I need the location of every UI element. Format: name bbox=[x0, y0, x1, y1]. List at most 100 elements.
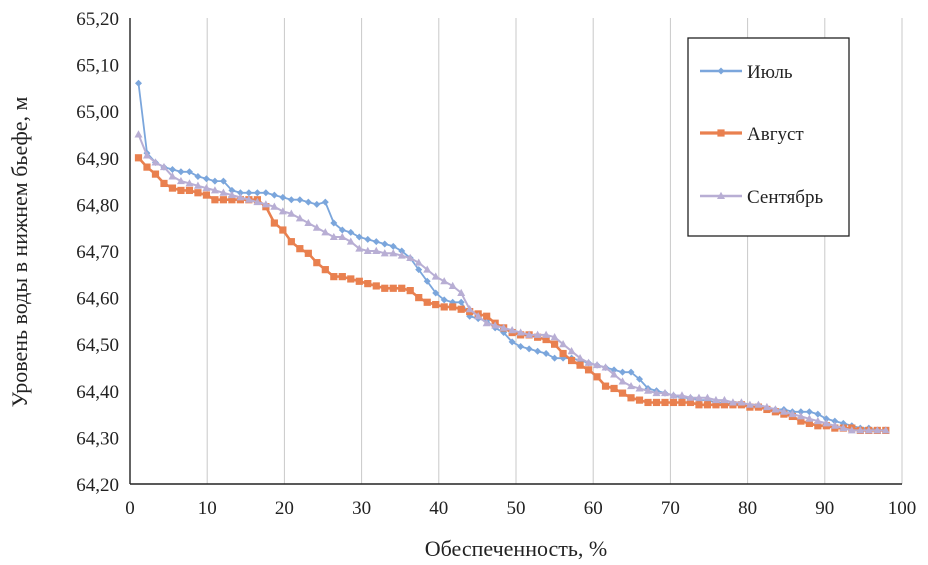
legend-label: Сентябрь bbox=[747, 187, 823, 208]
data-point bbox=[185, 179, 194, 187]
data-point bbox=[134, 79, 142, 87]
data-point bbox=[610, 370, 619, 378]
data-point bbox=[270, 219, 278, 227]
data-point bbox=[474, 312, 483, 320]
data-point bbox=[559, 349, 567, 358]
legend-marker bbox=[717, 67, 725, 75]
data-point bbox=[287, 238, 295, 246]
data-point bbox=[873, 426, 882, 434]
data-point bbox=[415, 294, 423, 302]
data-point bbox=[364, 280, 372, 288]
data-point bbox=[847, 426, 856, 434]
data-point bbox=[236, 193, 245, 201]
data-point bbox=[465, 305, 474, 313]
data-point bbox=[754, 400, 763, 408]
data-point bbox=[669, 391, 678, 399]
data-point bbox=[652, 398, 661, 407]
data-point bbox=[142, 151, 151, 159]
data-point bbox=[398, 284, 406, 292]
data-point bbox=[762, 402, 771, 411]
data-point bbox=[398, 247, 406, 255]
y-axis-title: Уровень воды в нижнем бьефе, м bbox=[7, 97, 32, 408]
data-point bbox=[567, 356, 576, 365]
vertical-gridlines bbox=[206, 18, 903, 484]
data-point bbox=[431, 272, 440, 280]
data-point bbox=[618, 389, 627, 397]
x-tick-label: 20 bbox=[275, 498, 294, 519]
data-point bbox=[482, 319, 491, 327]
y-tick-label: 64,60 bbox=[76, 289, 119, 310]
data-point bbox=[864, 426, 873, 434]
data-point bbox=[635, 396, 644, 404]
data-point bbox=[517, 343, 525, 351]
data-point bbox=[525, 345, 533, 353]
data-point bbox=[338, 232, 347, 241]
data-point bbox=[814, 410, 822, 418]
y-tick-label: 64,30 bbox=[76, 428, 119, 449]
data-point bbox=[542, 335, 550, 344]
y-tick-label: 64,40 bbox=[76, 382, 119, 403]
data-point bbox=[219, 196, 228, 204]
data-point bbox=[779, 407, 788, 415]
y-tick-label: 65,00 bbox=[76, 102, 119, 123]
data-point bbox=[508, 338, 516, 346]
y-tick-label: 64,50 bbox=[76, 335, 119, 356]
data-point bbox=[355, 233, 363, 241]
data-point bbox=[321, 198, 329, 206]
x-tick-label: 100 bbox=[888, 498, 917, 519]
data-point bbox=[703, 393, 712, 401]
data-point bbox=[151, 158, 160, 166]
data-point bbox=[839, 423, 848, 432]
data-point bbox=[584, 366, 593, 374]
data-point bbox=[805, 408, 813, 416]
data-point bbox=[830, 421, 839, 429]
data-point bbox=[347, 228, 355, 236]
data-point bbox=[364, 235, 372, 243]
x-tick-labels: 0 10 20 30 40 50 60 70 80 90 100 bbox=[125, 498, 916, 519]
data-point bbox=[644, 398, 652, 407]
legend-label: Август bbox=[747, 124, 804, 145]
data-point bbox=[329, 232, 338, 241]
data-point bbox=[270, 202, 279, 210]
data-point bbox=[745, 400, 754, 408]
data-point bbox=[737, 398, 746, 406]
x-tick-label: 60 bbox=[584, 498, 603, 519]
data-point bbox=[652, 388, 661, 397]
data-point bbox=[601, 382, 610, 390]
data-point bbox=[338, 273, 346, 281]
data-point bbox=[330, 219, 338, 227]
data-point bbox=[423, 298, 431, 306]
data-point bbox=[440, 296, 448, 304]
data-point bbox=[797, 408, 805, 416]
data-point bbox=[508, 326, 517, 334]
data-point bbox=[720, 395, 729, 404]
data-point bbox=[372, 246, 381, 254]
x-tick-label: 50 bbox=[507, 498, 526, 519]
data-point bbox=[304, 198, 312, 206]
data-point bbox=[788, 409, 797, 418]
data-point bbox=[211, 196, 219, 204]
x-tick-label: 80 bbox=[738, 498, 757, 519]
data-point bbox=[728, 398, 737, 406]
data-point bbox=[287, 196, 295, 204]
legend: Июль Август Сентябрь bbox=[687, 37, 850, 237]
data-point bbox=[228, 186, 236, 194]
data-point bbox=[389, 242, 397, 250]
data-point bbox=[313, 200, 321, 208]
data-point bbox=[406, 287, 414, 295]
data-point bbox=[185, 186, 194, 195]
data-point bbox=[355, 277, 363, 285]
data-point bbox=[661, 398, 669, 407]
series-lines bbox=[134, 79, 890, 435]
data-point bbox=[542, 330, 551, 338]
data-point bbox=[584, 358, 593, 366]
data-point bbox=[219, 177, 227, 185]
x-tick-label: 10 bbox=[198, 498, 217, 519]
y-tick-labels: 64,20 64,30 64,40 64,50 64,60 64,70 64,80 64,90… bbox=[76, 9, 119, 496]
y-tick-label: 64,20 bbox=[76, 475, 119, 496]
data-point bbox=[134, 130, 143, 138]
data-point bbox=[432, 289, 440, 297]
data-point bbox=[619, 368, 627, 376]
data-point bbox=[627, 368, 635, 376]
data-point bbox=[449, 303, 457, 311]
